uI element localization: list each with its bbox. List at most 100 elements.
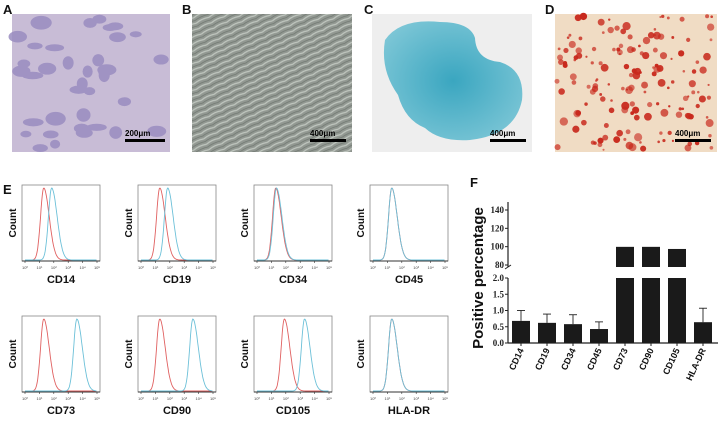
- y-axis-label: Count: [240, 339, 251, 369]
- mineral-deposit: [631, 68, 637, 74]
- bar-cd105-upper: [668, 248, 686, 267]
- mineral-deposit: [682, 69, 686, 73]
- mineral-deposit: [662, 138, 666, 143]
- bar-cd19: [538, 322, 556, 343]
- x-tick-label: 10⁴: [428, 396, 434, 401]
- mineral-deposit: [591, 46, 597, 52]
- cell-nucleus: [109, 126, 123, 139]
- mineral-deposit: [569, 73, 577, 81]
- x-tick-label: CD73: [611, 347, 630, 372]
- mineral-deposit: [578, 36, 583, 41]
- mineral-deposit: [679, 16, 685, 22]
- x-tick-label: 10¹: [153, 396, 159, 401]
- mineral-deposit: [642, 51, 650, 60]
- marker-label: CD73: [47, 405, 75, 417]
- panel-label-d: D: [545, 2, 554, 17]
- cell-nucleus: [45, 44, 65, 52]
- mineral-deposit: [612, 47, 616, 52]
- x-tick-label: 10¹: [385, 396, 391, 401]
- mineral-deposit: [630, 111, 635, 116]
- mineral-deposit: [666, 86, 670, 90]
- mineral-deposit: [684, 144, 692, 152]
- mineral-deposit: [590, 61, 594, 65]
- cell-nucleus: [17, 59, 31, 68]
- isotype-curve: [25, 187, 97, 261]
- mineral-deposit: [623, 63, 630, 70]
- mineral-deposit: [607, 83, 611, 86]
- mineral-deposit: [698, 95, 706, 103]
- mineral-deposit: [659, 131, 663, 135]
- mineral-deposit: [706, 95, 712, 100]
- mineral-deposit: [643, 90, 647, 94]
- cell-nucleus: [34, 17, 46, 25]
- plot-frame: [253, 315, 333, 393]
- mineral-deposit: [597, 137, 604, 144]
- cell-nucleus: [69, 85, 88, 94]
- panel-label-f: F: [470, 175, 478, 190]
- mineral-deposit: [633, 114, 640, 121]
- x-tick-label: CD34: [559, 347, 578, 372]
- histogram-cd19: 10⁰ 10¹ 10² 10³ 10⁴ 10⁵ Count CD19: [124, 184, 217, 286]
- x-tick-label: 10¹: [37, 265, 43, 270]
- mineral-deposit: [622, 21, 631, 31]
- marker-curve: [373, 187, 445, 261]
- y-axis-label: Count: [124, 339, 135, 369]
- mineral-deposit: [671, 139, 675, 142]
- mineral-deposit: [616, 49, 623, 56]
- y-tick-label: 1.5: [493, 289, 505, 299]
- mineral-deposit: [653, 65, 661, 73]
- histogram-cd105: 10⁰ 10¹ 10² 10³ 10⁴ 10⁵ Count CD105: [240, 315, 333, 417]
- x-tick-label: CD19: [533, 347, 552, 372]
- mineral-deposit: [659, 52, 668, 60]
- x-tick-label: 10³: [297, 396, 303, 401]
- marker-label: CD45: [395, 274, 423, 286]
- mineral-deposit: [653, 34, 656, 37]
- x-tick-label: 10⁵: [94, 265, 100, 270]
- mineral-deposit: [653, 31, 661, 40]
- mineral-deposit: [563, 47, 569, 53]
- mineral-deposit: [699, 66, 707, 74]
- bar-chart: Positive percentage 0.0 0.5 1.0 1.5 2.0 80 100…: [470, 202, 718, 382]
- x-tick-label: 10²: [51, 396, 57, 401]
- mineral-deposit: [666, 16, 670, 20]
- x-tick-label: 10⁵: [326, 265, 332, 270]
- histogram-cd73: 10⁰ 10¹ 10² 10³ 10⁴ 10⁵ Count CD73: [8, 315, 101, 417]
- x-tick-label: 10⁰: [254, 396, 260, 401]
- mineral-deposit: [597, 18, 605, 26]
- micrograph-c: 400μm: [372, 14, 532, 152]
- cell-nucleus: [129, 31, 142, 38]
- mineral-deposit: [705, 116, 709, 119]
- cell-nucleus: [75, 128, 93, 138]
- y-tick-label: 1.0: [493, 306, 505, 316]
- histogram-cd14: 10⁰ 10¹ 10² 10³ 10⁴ 10⁵ Count CD14: [8, 184, 101, 286]
- cell-nucleus: [82, 65, 93, 78]
- mineral-deposit: [688, 80, 696, 88]
- mineral-deposit: [600, 96, 606, 102]
- cell-nucleus: [50, 139, 61, 149]
- cell-nucleus: [22, 118, 44, 127]
- cell-nucleus: [76, 108, 91, 122]
- mineral-deposit: [708, 133, 712, 138]
- marker-curve: [25, 318, 97, 392]
- mineral-deposit: [628, 84, 635, 91]
- bar-cd90-upper: [642, 246, 660, 267]
- mineral-deposit: [641, 81, 649, 89]
- mineral-deposit: [614, 25, 620, 31]
- isotype-curve: [257, 318, 329, 392]
- mineral-deposit: [608, 107, 615, 114]
- mineral-deposit: [681, 107, 685, 111]
- mineral-deposit: [613, 136, 621, 144]
- mineral-deposit: [554, 144, 561, 151]
- mineral-deposit: [703, 52, 711, 61]
- x-tick-label: 10³: [65, 396, 71, 401]
- mineral-deposit: [554, 78, 560, 84]
- mineral-deposit: [705, 14, 710, 19]
- x-tick-label: CD45: [585, 347, 604, 372]
- plot-frame: [137, 315, 217, 393]
- x-tick-label: 10²: [399, 265, 405, 270]
- x-tick-label: 10⁴: [428, 265, 434, 270]
- mineral-deposit: [644, 112, 652, 121]
- mineral-deposit: [602, 134, 609, 141]
- mineral-deposit: [651, 71, 657, 77]
- micrograph-b: 400μm: [192, 14, 352, 152]
